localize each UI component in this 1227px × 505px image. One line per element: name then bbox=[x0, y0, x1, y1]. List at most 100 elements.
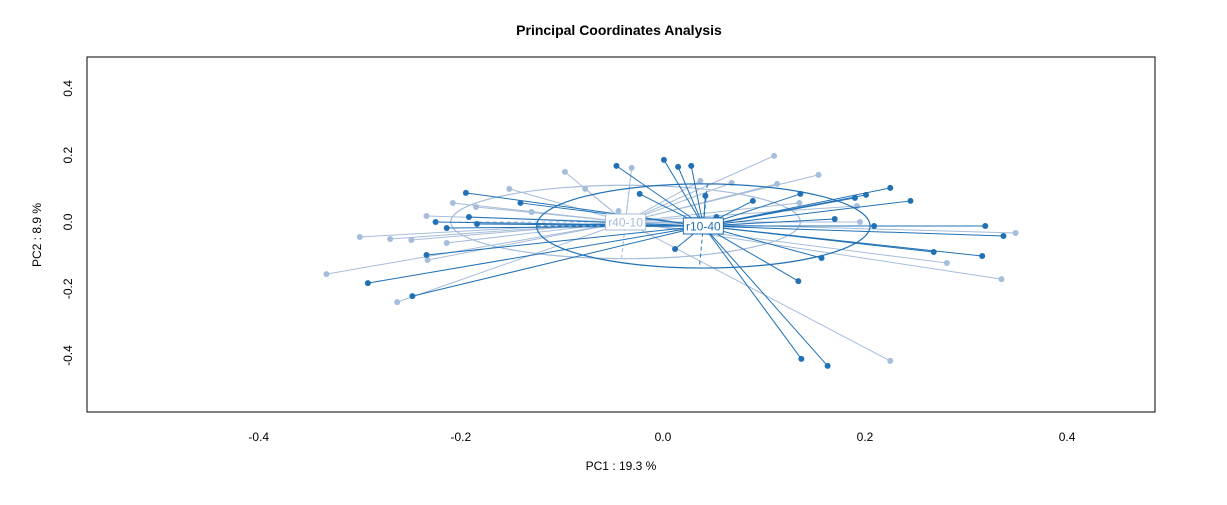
data-point bbox=[702, 192, 709, 199]
star-segment bbox=[412, 225, 704, 297]
data-point bbox=[660, 156, 667, 163]
star-segment bbox=[690, 165, 704, 227]
plot-area: r40-10 r10-40 bbox=[323, 152, 1019, 369]
data-point bbox=[697, 177, 704, 184]
x-tick-label: 0.0 bbox=[655, 430, 672, 444]
star-segment bbox=[477, 223, 704, 227]
data-point bbox=[998, 276, 1005, 283]
data-point bbox=[797, 190, 804, 197]
data-point bbox=[1000, 233, 1007, 240]
star-segment bbox=[465, 192, 704, 227]
data-point bbox=[930, 249, 937, 256]
data-point bbox=[688, 162, 695, 169]
data-point bbox=[474, 220, 481, 227]
star-segment bbox=[426, 225, 704, 256]
data-point bbox=[831, 215, 838, 222]
star-segment bbox=[446, 225, 704, 229]
data-point bbox=[364, 280, 371, 287]
data-point bbox=[628, 164, 635, 171]
y-tick-label: 0.0 bbox=[61, 213, 75, 230]
star-segment bbox=[326, 221, 626, 275]
data-point bbox=[749, 197, 756, 204]
chart-title: Principal Coordinates Analysis bbox=[516, 22, 722, 38]
data-point bbox=[795, 278, 802, 285]
y-axis: -0.4 -0.2 0.0 0.2 0.4 bbox=[61, 80, 75, 366]
x-axis: -0.4 -0.2 0.0 0.2 0.4 bbox=[248, 430, 1075, 444]
data-point bbox=[636, 190, 643, 197]
data-point bbox=[409, 293, 416, 300]
star-segment bbox=[625, 155, 775, 223]
data-point bbox=[465, 213, 472, 220]
data-point bbox=[871, 222, 878, 229]
star-segment bbox=[367, 225, 704, 284]
data-point bbox=[506, 185, 513, 192]
data-point bbox=[771, 152, 778, 159]
group-label-box bbox=[605, 213, 647, 231]
y-tick-label: 0.2 bbox=[61, 147, 75, 164]
data-point bbox=[356, 234, 363, 241]
data-point bbox=[423, 252, 430, 259]
data-point bbox=[613, 162, 620, 169]
data-point bbox=[798, 355, 805, 362]
star-segment bbox=[703, 200, 911, 227]
y-tick-label: 0.4 bbox=[61, 80, 75, 97]
x-tick-label: 0.4 bbox=[1059, 430, 1076, 444]
star-segment bbox=[703, 187, 891, 227]
star-segment bbox=[703, 218, 835, 227]
star-segment bbox=[468, 216, 704, 227]
star-segment bbox=[427, 221, 626, 261]
data-point bbox=[432, 218, 439, 225]
star-segment bbox=[677, 166, 704, 227]
x-tick-label: -0.2 bbox=[451, 430, 472, 444]
data-point bbox=[1012, 229, 1019, 236]
data-point bbox=[818, 255, 825, 262]
star-segment bbox=[625, 183, 778, 223]
group-r10-40 bbox=[364, 156, 1007, 369]
star-segment bbox=[616, 165, 704, 227]
data-point bbox=[672, 246, 679, 253]
plot-frame bbox=[86, 56, 1156, 413]
star-segment bbox=[663, 159, 704, 227]
data-point bbox=[615, 207, 622, 214]
data-point bbox=[424, 257, 431, 264]
data-point bbox=[979, 253, 986, 260]
data-point bbox=[856, 218, 863, 225]
data-point bbox=[528, 208, 535, 215]
data-point bbox=[423, 212, 430, 219]
data-point bbox=[387, 236, 394, 243]
y-axis-label: PC2 : 8.9 % bbox=[30, 203, 44, 267]
data-point bbox=[675, 163, 682, 170]
data-point bbox=[323, 271, 330, 278]
group-label: r10-40 bbox=[686, 219, 721, 233]
data-point bbox=[851, 194, 858, 201]
y-tick-label: -0.4 bbox=[61, 345, 75, 366]
star-segment bbox=[703, 225, 1004, 237]
star-segment bbox=[703, 225, 799, 282]
group-label-box bbox=[682, 217, 724, 235]
x-axis-label: PC1 : 19.3 % bbox=[586, 459, 657, 473]
data-point bbox=[863, 191, 870, 198]
y-tick-label: -0.2 bbox=[61, 278, 75, 299]
data-point bbox=[394, 299, 401, 306]
data-point bbox=[443, 240, 450, 247]
data-point bbox=[561, 168, 568, 175]
data-point bbox=[815, 171, 822, 178]
data-point bbox=[462, 189, 469, 196]
data-point bbox=[796, 199, 803, 206]
star-segment bbox=[625, 221, 891, 362]
star-segment bbox=[702, 225, 802, 360]
star-segment bbox=[702, 225, 829, 367]
data-point bbox=[449, 199, 456, 206]
data-point bbox=[887, 184, 894, 191]
x-tick-label: 0.2 bbox=[857, 430, 874, 444]
data-point bbox=[408, 237, 415, 244]
data-point bbox=[887, 357, 894, 364]
star-segment bbox=[625, 167, 633, 223]
data-point bbox=[774, 180, 781, 187]
data-point bbox=[943, 260, 950, 267]
group-label: r40-10 bbox=[608, 215, 643, 229]
data-point bbox=[443, 224, 450, 231]
data-point bbox=[473, 203, 480, 210]
data-point bbox=[517, 199, 524, 206]
